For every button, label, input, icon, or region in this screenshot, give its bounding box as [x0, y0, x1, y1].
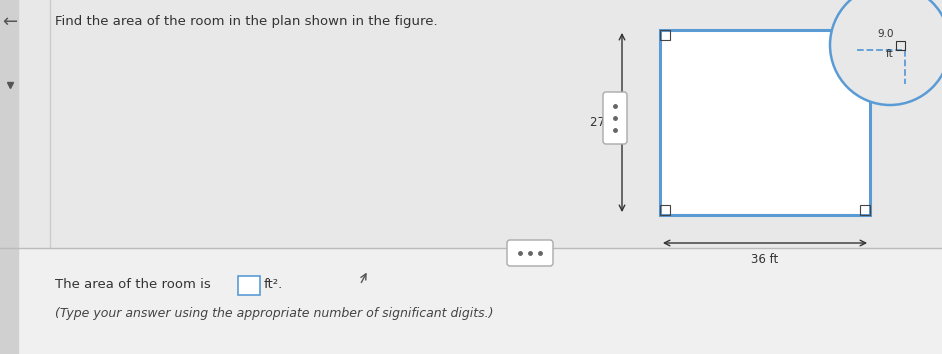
Bar: [238, 276, 260, 295]
Text: The area of the room is: The area of the room is: [55, 279, 211, 291]
Text: ft².: ft².: [264, 279, 284, 291]
Circle shape: [830, 0, 942, 105]
Text: (Type your answer using the appropriate number of significant digits.): (Type your answer using the appropriate …: [55, 307, 494, 320]
Bar: [0, 0, 18, 354]
Bar: [0, 0, 942, 248]
Text: Find the area of the room in the plan shown in the figure.: Find the area of the room in the plan sh…: [55, 16, 438, 29]
Bar: [860, 205, 870, 215]
FancyBboxPatch shape: [507, 240, 553, 266]
Bar: [660, 205, 670, 215]
Text: ←: ←: [3, 13, 18, 31]
Bar: [896, 41, 905, 50]
Bar: [660, 30, 670, 40]
Text: 9.0: 9.0: [878, 29, 894, 39]
Bar: [660, 30, 870, 215]
Text: ft: ft: [886, 49, 894, 59]
Bar: [0, 248, 942, 354]
Text: 36 ft: 36 ft: [752, 253, 779, 266]
Bar: [860, 30, 870, 40]
FancyBboxPatch shape: [603, 92, 627, 144]
Text: 27 ft: 27 ft: [590, 116, 617, 129]
